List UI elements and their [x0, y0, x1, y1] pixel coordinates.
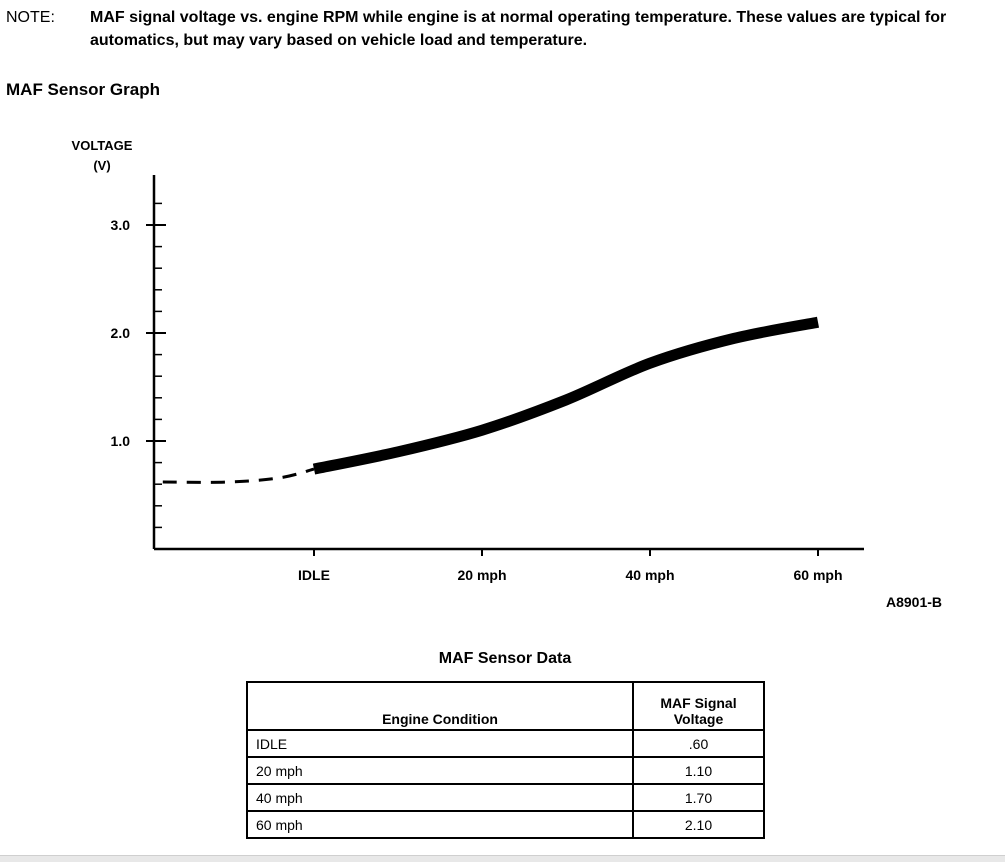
engine-condition-cell: IDLE — [246, 729, 634, 758]
table-header-row: Engine Condition MAF Signal Voltage — [246, 681, 765, 731]
figure-code: A8901-B — [886, 594, 943, 610]
voltage-line — [312, 316, 820, 475]
note-label: NOTE: — [6, 9, 55, 26]
voltage-cell: .60 — [632, 729, 765, 758]
x-tick-label: 20 mph — [457, 567, 506, 583]
engine-condition-cell: 60 mph — [246, 810, 634, 839]
note-text: MAF signal voltage vs. engine RPM while … — [90, 9, 947, 49]
maf-sensor-chart: VOLTAGE (V) 1.0 2.0 3.0 IDLE 20 mph 40 mph 60… — [72, 138, 864, 583]
engine-condition-cell: 20 mph — [246, 756, 634, 785]
y-axis-label-line-2: (V) — [93, 158, 110, 173]
engine-condition-cell: 40 mph — [246, 783, 634, 812]
maf-sensor-data-table: Engine Condition MAF Signal Voltage IDLE… — [246, 681, 765, 839]
x-tick-label: 40 mph — [625, 567, 674, 583]
table-row: 20 mph 1.10 — [246, 756, 765, 785]
bottom-scroll-strip — [0, 855, 1005, 862]
table-row: 40 mph 1.70 — [246, 783, 765, 812]
header-maf-signal-voltage: MAF Signal Voltage — [632, 681, 765, 731]
y-tick-label: 2.0 — [111, 325, 131, 341]
x-tick-label: 60 mph — [793, 567, 842, 583]
graph-title: MAF Sensor Graph — [6, 80, 160, 99]
table-row: 60 mph 2.10 — [246, 810, 765, 839]
x-tick-label: IDLE — [298, 567, 330, 583]
header-engine-condition: Engine Condition — [246, 681, 634, 731]
table-title: MAF Sensor Data — [438, 650, 572, 667]
y-axis-label-line-1: VOLTAGE — [72, 138, 133, 153]
dashed-voltage-line — [162, 467, 315, 484]
table-row: IDLE .60 — [246, 729, 765, 758]
voltage-cell: 1.10 — [632, 756, 765, 785]
voltage-cell: 2.10 — [632, 810, 765, 839]
y-tick-label: 3.0 — [111, 217, 131, 233]
y-tick-label: 1.0 — [111, 433, 131, 449]
voltage-cell: 1.70 — [632, 783, 765, 812]
